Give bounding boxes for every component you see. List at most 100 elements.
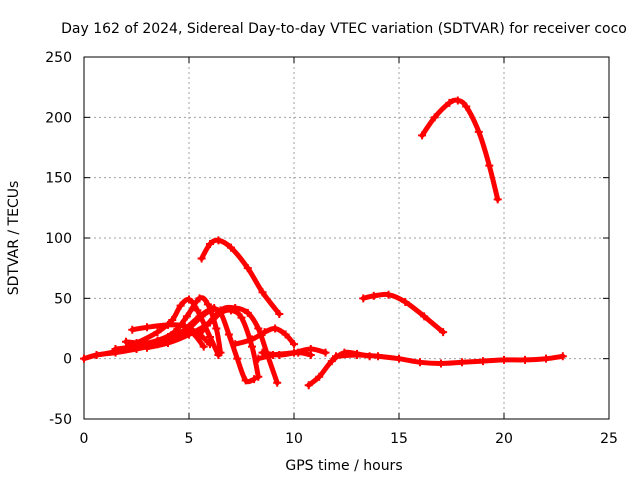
x-axis-label: GPS time / hours xyxy=(285,458,402,474)
grid xyxy=(84,57,609,419)
data-point xyxy=(353,351,361,360)
data-point xyxy=(418,131,427,140)
data-point xyxy=(216,348,225,357)
data-point xyxy=(327,357,336,366)
data-point xyxy=(233,354,242,363)
data-point xyxy=(216,306,225,315)
data-point xyxy=(231,303,240,312)
data-point xyxy=(128,325,137,334)
data-point xyxy=(474,127,483,136)
data-point xyxy=(185,330,193,339)
series-arc-11 xyxy=(258,348,315,360)
data-point xyxy=(174,330,183,339)
y-tick-label: 100 xyxy=(45,231,72,247)
series-arc-12 xyxy=(197,236,284,319)
data-point xyxy=(206,340,214,349)
data-point xyxy=(321,348,330,357)
data-point xyxy=(332,352,340,361)
data-point xyxy=(401,297,410,306)
data-point xyxy=(241,376,250,385)
data-point xyxy=(462,102,471,111)
data-point xyxy=(143,323,151,332)
x-tick-label: 10 xyxy=(285,431,303,447)
data-point xyxy=(395,354,403,363)
data-point xyxy=(500,355,508,364)
data-point xyxy=(260,328,269,337)
data-point xyxy=(521,355,529,364)
data-point xyxy=(195,330,204,339)
data-point xyxy=(212,324,221,333)
data-point xyxy=(248,342,256,351)
x-tick-label: 5 xyxy=(185,431,194,447)
data-point xyxy=(254,324,263,333)
series-line xyxy=(360,291,446,335)
y-tick-label: 50 xyxy=(54,291,72,307)
axis-ticks: 0 5 10 15 20 25 -50 0 50 100 150 200 250 xyxy=(45,50,618,447)
data-point xyxy=(273,378,282,387)
data-point xyxy=(485,161,494,170)
series-line xyxy=(260,350,314,358)
data-point xyxy=(111,345,120,354)
data-point xyxy=(315,372,324,381)
data-point xyxy=(122,337,130,346)
data-point xyxy=(206,240,214,249)
data-point xyxy=(558,352,567,361)
data-point xyxy=(224,330,233,339)
data-point xyxy=(254,372,263,381)
x-tick-label: 25 xyxy=(600,431,618,447)
y-tick-label: -50 xyxy=(49,412,72,428)
data-point xyxy=(359,294,368,303)
series-line xyxy=(419,97,501,202)
data-point xyxy=(369,291,378,300)
data-point xyxy=(227,243,235,252)
data-point xyxy=(430,113,439,122)
data-point xyxy=(243,308,252,317)
data-point xyxy=(304,381,313,390)
data-point xyxy=(374,352,382,361)
data-point xyxy=(237,313,246,322)
y-axis-label: SDTVAR / TECUs xyxy=(6,181,22,296)
data-point xyxy=(92,351,101,360)
data-point xyxy=(197,254,206,263)
data-point xyxy=(258,288,267,297)
data-point xyxy=(437,359,445,368)
data-point xyxy=(542,354,550,363)
data-point xyxy=(248,335,256,344)
data-point xyxy=(153,340,162,349)
data-point xyxy=(231,340,240,349)
data-point xyxy=(195,294,204,303)
data-point xyxy=(195,312,204,321)
data-point xyxy=(206,332,214,341)
y-tick-label: 250 xyxy=(45,50,72,66)
y-tick-label: 200 xyxy=(45,110,72,126)
data-point xyxy=(416,358,424,367)
series-arc-14 xyxy=(332,351,567,368)
data-point xyxy=(250,375,259,384)
data-point xyxy=(275,310,284,319)
data-point xyxy=(384,290,393,299)
data-point xyxy=(294,348,303,357)
series-arc-16 xyxy=(418,96,502,204)
data-point xyxy=(243,264,252,273)
data-point xyxy=(193,306,202,315)
data-point xyxy=(281,330,290,339)
x-tick-label: 20 xyxy=(495,431,513,447)
data-point xyxy=(143,343,151,352)
data-point xyxy=(306,351,315,360)
data-point xyxy=(199,342,208,351)
data-point xyxy=(458,358,466,367)
data-point xyxy=(208,305,217,314)
data-point xyxy=(275,351,284,360)
y-tick-label: 0 xyxy=(63,352,72,368)
data-point xyxy=(493,195,502,204)
data-point xyxy=(176,301,185,310)
series-arc-15 xyxy=(359,290,448,337)
data-point xyxy=(439,328,448,337)
data-point xyxy=(290,340,298,349)
data-point xyxy=(258,348,267,357)
y-tick-label: 150 xyxy=(45,171,72,187)
data-point xyxy=(203,300,212,309)
data-point xyxy=(453,96,462,105)
data-point xyxy=(153,328,162,337)
series-line xyxy=(199,237,282,317)
